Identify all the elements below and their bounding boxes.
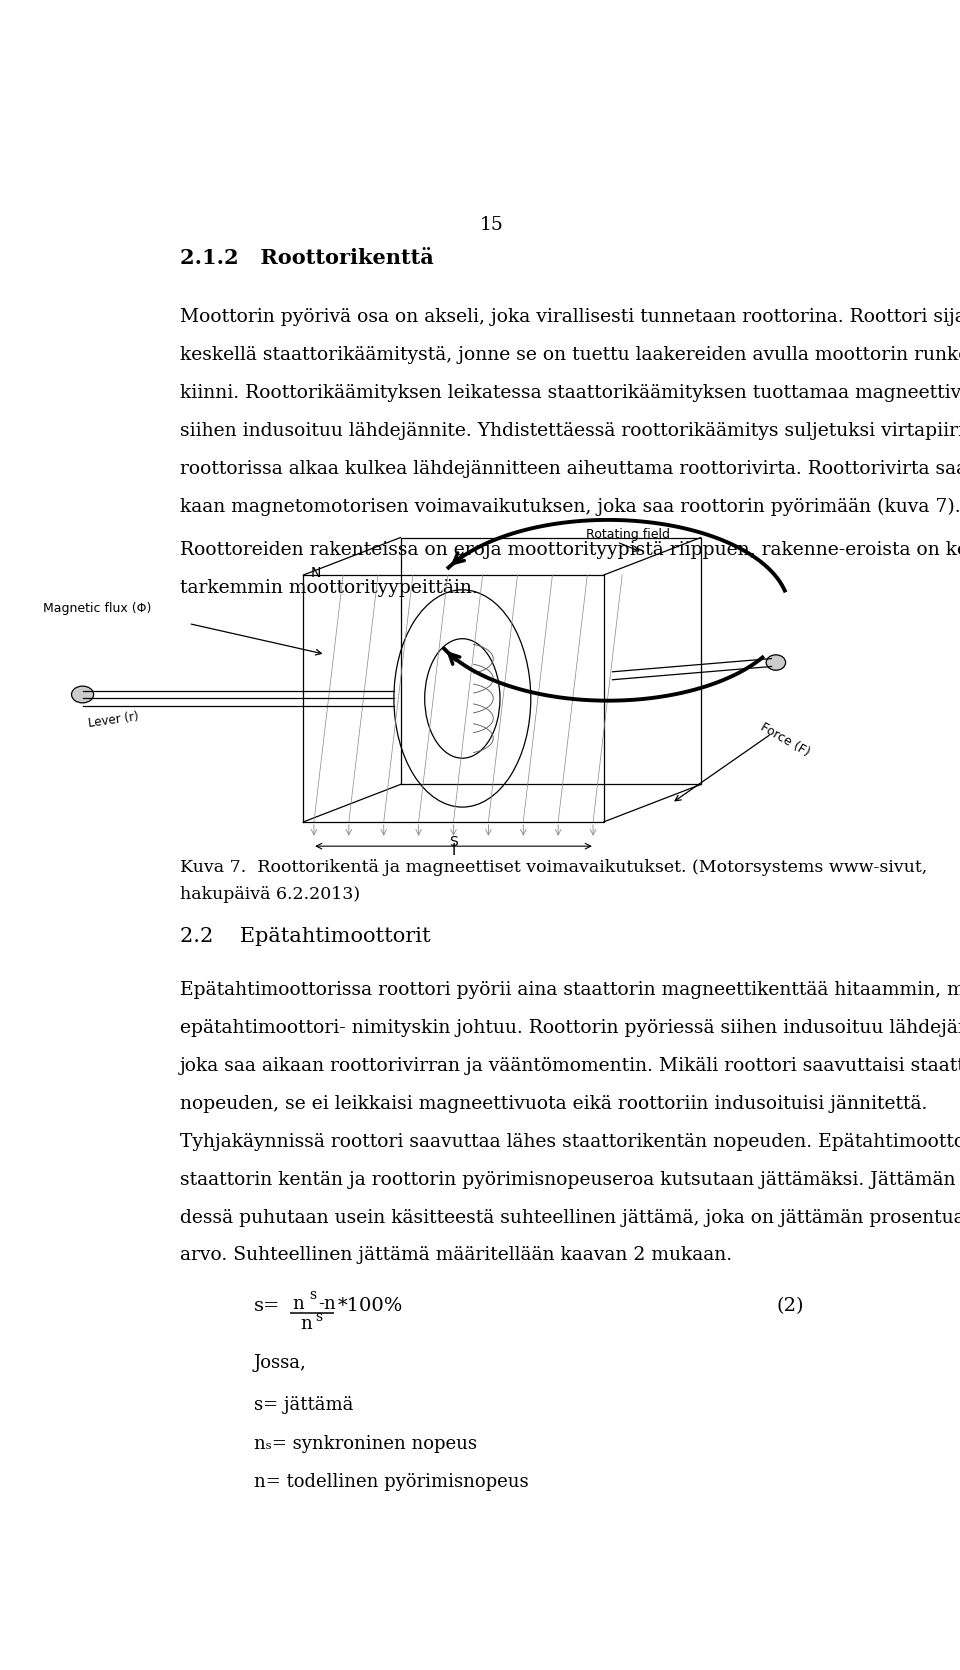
Text: siihen indusoituu lähdejännite. Yhdistettäessä roottorikäämitys suljetuksi virta: siihen indusoituu lähdejännite. Yhdistet… bbox=[180, 423, 960, 441]
Text: n: n bbox=[300, 1316, 312, 1333]
Text: staattorin kentän ja roottorin pyörimisnopeuseroa kutsutaan jättämäksi. Jättämän: staattorin kentän ja roottorin pyörimisn… bbox=[180, 1171, 960, 1189]
Text: Jossa,: Jossa, bbox=[253, 1354, 306, 1371]
Text: Force (F): Force (F) bbox=[758, 720, 812, 758]
Text: Magnetic flux (Φ): Magnetic flux (Φ) bbox=[43, 603, 151, 616]
Text: n: n bbox=[293, 1296, 304, 1313]
Text: s= jättämä: s= jättämä bbox=[253, 1396, 353, 1414]
Text: joka saa aikaan roottorivirran ja vääntömomentin. Mikäli roottori saavuttaisi st: joka saa aikaan roottorivirran ja vääntö… bbox=[180, 1057, 960, 1075]
Text: hakupäivä 6.2.2013): hakupäivä 6.2.2013) bbox=[180, 885, 360, 903]
Text: tarkemmin moottorityypeittäin.: tarkemmin moottorityypeittäin. bbox=[180, 579, 477, 598]
Text: *100%: *100% bbox=[337, 1298, 402, 1316]
Text: kaan magnetomotorisen voimavaikutuksen, joka saa roottorin pyörimään (kuva 7).: kaan magnetomotorisen voimavaikutuksen, … bbox=[180, 498, 960, 516]
Text: Tyhjakäynnissä roottori saavuttaa lähes staattorikentän nopeuden. Epätahtimootto: Tyhjakäynnissä roottori saavuttaa lähes … bbox=[180, 1132, 960, 1151]
Text: (2): (2) bbox=[777, 1298, 804, 1316]
Text: Moottorin pyörivä osa on akseli, joka virallisesti tunnetaan roottorina. Roottor: Moottorin pyörivä osa on akseli, joka vi… bbox=[180, 309, 960, 326]
Text: Roottoreiden rakenteissa on eroja moottorityypistä riippuen, rakenne-eroista on : Roottoreiden rakenteissa on eroja mootto… bbox=[180, 541, 960, 559]
Ellipse shape bbox=[72, 686, 93, 703]
Text: s: s bbox=[309, 1288, 316, 1303]
Text: S: S bbox=[449, 835, 458, 848]
Text: arvo. Suhteellinen jättämä määritellään kaavan 2 mukaan.: arvo. Suhteellinen jättämä määritellään … bbox=[180, 1246, 732, 1264]
Text: 2.2    Epätahtimoottorit: 2.2 Epätahtimoottorit bbox=[180, 927, 430, 945]
Text: dessä puhutaan usein käsitteestä suhteellinen jättämä, joka on jättämän prosentu: dessä puhutaan usein käsitteestä suhteel… bbox=[180, 1209, 960, 1226]
Text: epätahtimoottori- nimityskin johtuu. Roottorin pyöriessä siihen indusoituu lähde: epätahtimoottori- nimityskin johtuu. Roo… bbox=[180, 1019, 960, 1037]
Text: n= todellinen pyörimisnopeus: n= todellinen pyörimisnopeus bbox=[253, 1473, 529, 1491]
Text: kiinni. Roottorikäämityksen leikatessa staattorikäämityksen tuottamaa magneettiv: kiinni. Roottorikäämityksen leikatessa s… bbox=[180, 384, 960, 402]
Text: Kuva 7.  Roottorikentä ja magneettiset voimavaikutukset. (Motorsystems www-sivut: Kuva 7. Roottorikentä ja magneettiset vo… bbox=[180, 858, 926, 875]
Text: -n: -n bbox=[318, 1296, 336, 1313]
Text: Lever (r): Lever (r) bbox=[87, 710, 139, 730]
Text: keskellä staattorikäämitystä, jonne se on tuettu laakereiden avulla moottorin ru: keskellä staattorikäämitystä, jonne se o… bbox=[180, 346, 960, 364]
Text: Rotating field: Rotating field bbox=[586, 528, 670, 541]
Ellipse shape bbox=[766, 655, 785, 670]
Text: N: N bbox=[310, 566, 321, 579]
Text: 2.1.2   Roottorikenttä: 2.1.2 Roottorikenttä bbox=[180, 247, 433, 267]
Text: s: s bbox=[315, 1311, 322, 1324]
Text: s=: s= bbox=[253, 1298, 280, 1316]
Text: nₛ= synkroninen nopeus: nₛ= synkroninen nopeus bbox=[253, 1435, 477, 1453]
Text: Epätahtimoottorissa roottori pyörii aina staattorin magneettikenttää hitaammin, : Epätahtimoottorissa roottori pyörii aina… bbox=[180, 980, 960, 999]
Text: nopeuden, se ei leikkaisi magneettivuota eikä roottoriin indusoituisi jännitettä: nopeuden, se ei leikkaisi magneettivuota… bbox=[180, 1096, 927, 1112]
Text: l: l bbox=[451, 843, 456, 858]
Text: roottorissa alkaa kulkea lähdejännitteen aiheuttama roottorivirta. Roottorivirta: roottorissa alkaa kulkea lähdejännitteen… bbox=[180, 461, 960, 478]
Text: 15: 15 bbox=[480, 215, 504, 234]
